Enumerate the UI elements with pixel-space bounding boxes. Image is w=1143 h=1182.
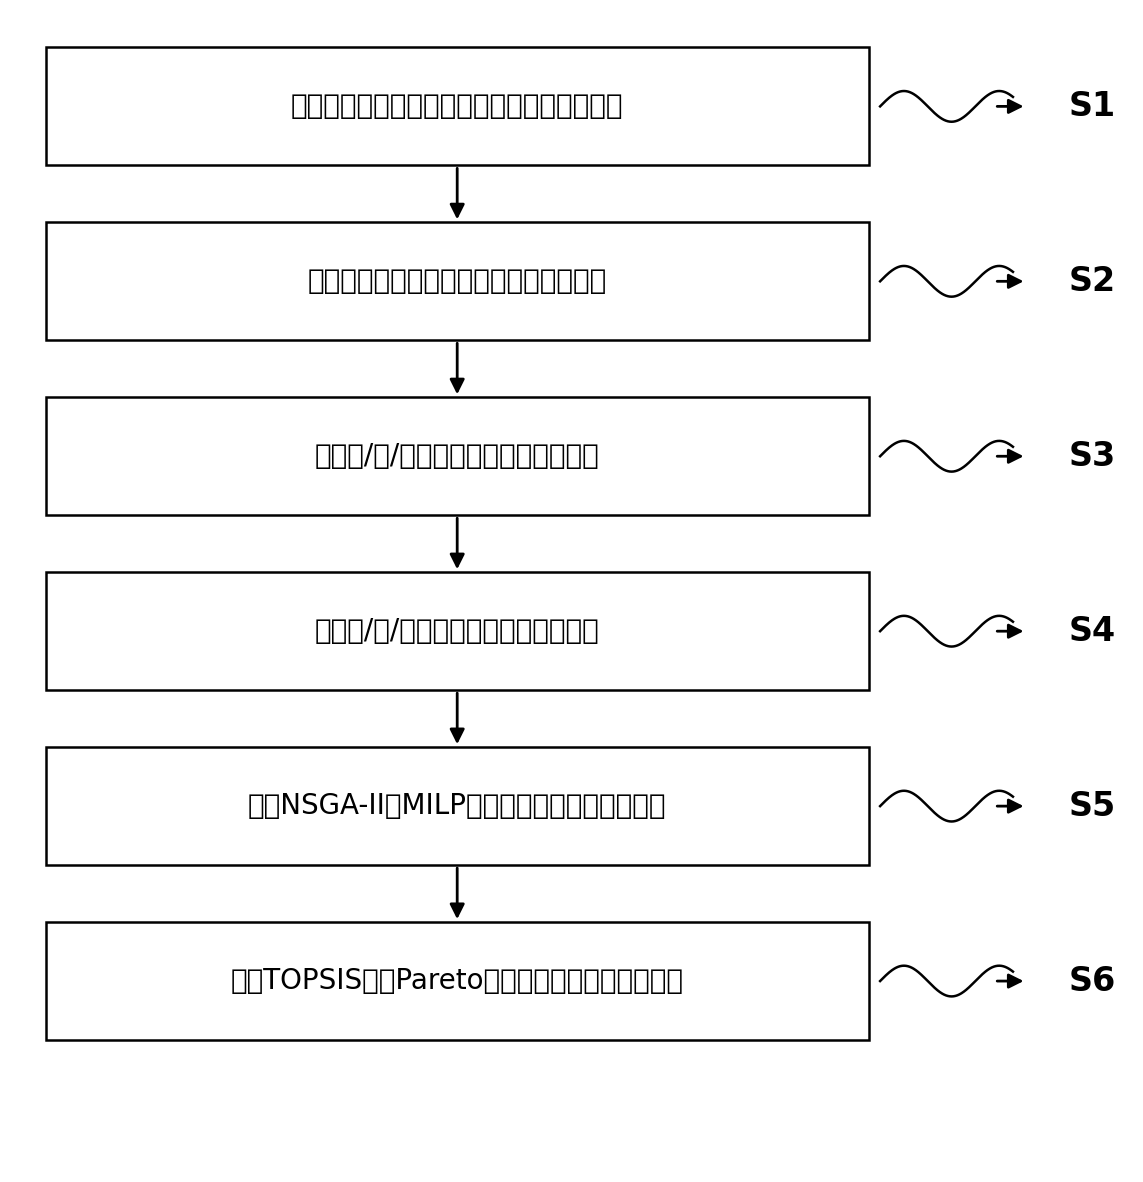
Bar [46,572,869,690]
Bar [46,747,869,865]
Text: 对可再生能源出力与负荷的不确定性建模: 对可再生能源出力与负荷的不确定性建模 [307,267,607,296]
Text: 建立水/风/柴微电网双层优化配置模型: 建立水/风/柴微电网双层优化配置模型 [314,442,600,470]
Text: S3: S3 [1069,440,1116,473]
Bar [46,222,869,340]
Bar [46,47,869,165]
Text: S2: S2 [1069,265,1116,298]
Text: 获取微电网的拓扑结构、基本参数及发电数据: 获取微电网的拓扑结构、基本参数及发电数据 [291,92,623,121]
Bar [46,922,869,1040]
Text: S1: S1 [1069,90,1116,123]
Text: S6: S6 [1069,965,1116,998]
Text: S5: S5 [1069,790,1116,823]
Bar [46,397,869,515]
Text: 采用TOPSIS法从Pareto解集中选择最满意配置方案: 采用TOPSIS法从Pareto解集中选择最满意配置方案 [231,967,684,995]
Text: S4: S4 [1069,615,1116,648]
Text: 结合NSGA-II与MILP算法求解双层优化配置模型: 结合NSGA-II与MILP算法求解双层优化配置模型 [248,792,666,820]
Text: 建立水/风/柴微电网双层优化配置模型: 建立水/风/柴微电网双层优化配置模型 [314,617,600,645]
